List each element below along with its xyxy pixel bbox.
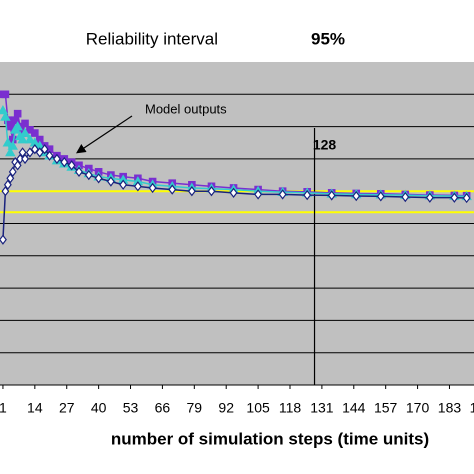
x-axis-label: number of simulation steps (time units) bbox=[111, 429, 429, 448]
series-marker bbox=[376, 191, 385, 202]
series-marker bbox=[327, 190, 336, 201]
series-marker bbox=[31, 129, 39, 137]
x-tick-label: 196 bbox=[470, 400, 474, 416]
series-marker bbox=[40, 144, 49, 155]
series-marker bbox=[119, 179, 128, 190]
series-marker bbox=[75, 166, 83, 178]
series-marker bbox=[462, 192, 471, 204]
x-tick-label: 183 bbox=[438, 400, 462, 416]
series-marker bbox=[425, 192, 434, 203]
series-marker bbox=[254, 189, 263, 200]
series-marker bbox=[450, 192, 459, 203]
x-tick-label: 66 bbox=[155, 400, 171, 416]
series-marker bbox=[67, 160, 76, 171]
series-marker bbox=[6, 122, 15, 131]
series-marker bbox=[5, 147, 16, 157]
series-marker bbox=[1, 186, 10, 197]
series-marker bbox=[35, 147, 44, 158]
series-marker bbox=[18, 147, 27, 158]
x-tick-label: 131 bbox=[310, 400, 334, 416]
series-marker bbox=[1, 90, 10, 99]
x-tick-label: 118 bbox=[279, 400, 302, 416]
x-tick-label: 53 bbox=[123, 400, 139, 416]
series-marker bbox=[30, 144, 39, 155]
series-marker bbox=[0, 234, 7, 245]
series-marker bbox=[168, 184, 177, 195]
x-tick-label: 1 bbox=[0, 400, 7, 416]
series-marker bbox=[13, 109, 22, 118]
series-marker bbox=[3, 179, 12, 190]
series-marker bbox=[148, 182, 157, 194]
series-marker bbox=[187, 186, 196, 197]
x-tick-label: 79 bbox=[187, 400, 203, 416]
series-marker bbox=[24, 134, 36, 144]
series-marker bbox=[45, 150, 54, 161]
x-tick-label: 157 bbox=[374, 400, 398, 416]
title-value: 95% bbox=[311, 29, 345, 48]
series-marker bbox=[52, 153, 61, 165]
x-tick-label: 14 bbox=[27, 400, 43, 416]
series-marker bbox=[401, 191, 410, 203]
series-marker bbox=[19, 127, 31, 137]
annotation-arrow bbox=[76, 115, 133, 154]
series-marker bbox=[7, 140, 18, 150]
series-marker bbox=[207, 186, 216, 197]
series-marker bbox=[84, 169, 93, 181]
x-tick-label: 40 bbox=[91, 400, 107, 416]
x-tick-label: 27 bbox=[59, 400, 75, 416]
series-marker bbox=[60, 156, 69, 168]
series-marker bbox=[25, 147, 34, 158]
x-tick-label: 144 bbox=[342, 400, 366, 416]
series-marker bbox=[6, 173, 15, 184]
annotation: Model outputs bbox=[145, 101, 227, 116]
series-marker bbox=[13, 160, 22, 171]
series-marker bbox=[21, 119, 29, 128]
series-marker bbox=[94, 173, 103, 184]
series-marker bbox=[303, 189, 312, 201]
x-tick-label: 92 bbox=[218, 400, 234, 416]
series-marker bbox=[278, 189, 287, 200]
x-tick-label: 105 bbox=[246, 400, 270, 416]
series-marker bbox=[229, 187, 238, 199]
x-tick-label: 170 bbox=[406, 400, 430, 416]
series-marker bbox=[17, 134, 28, 144]
series-marker bbox=[0, 111, 11, 121]
series-marker bbox=[352, 190, 361, 202]
series-marker bbox=[8, 166, 17, 178]
series-marker bbox=[106, 176, 115, 187]
chart-title: Reliability interval bbox=[86, 29, 218, 48]
series-marker bbox=[12, 121, 23, 131]
series-marker bbox=[21, 153, 29, 165]
series-marker bbox=[133, 181, 142, 192]
series-marker bbox=[2, 137, 14, 147]
marker-line-label: 128 bbox=[313, 137, 337, 153]
